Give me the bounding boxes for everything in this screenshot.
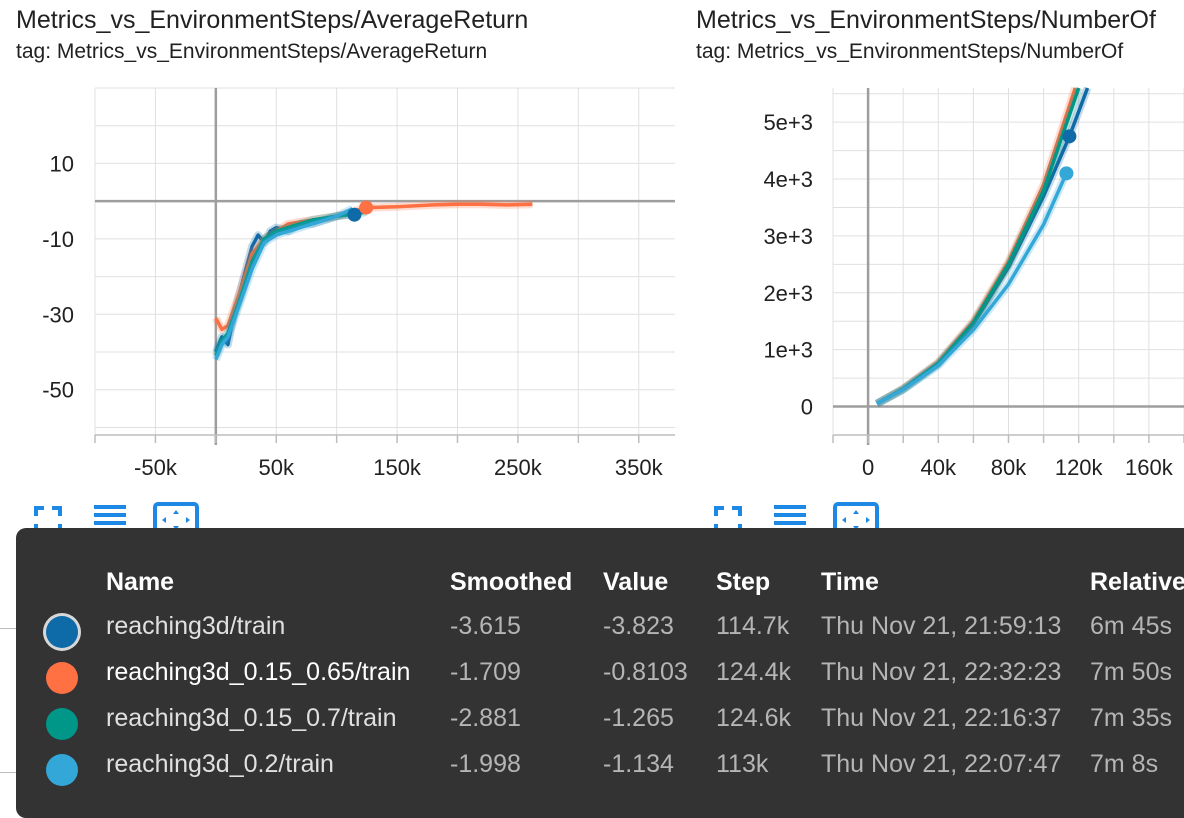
step-value: 113k <box>716 750 769 778</box>
y-tick-label: 1e+3 <box>763 338 813 363</box>
col-header-value: Value <box>603 568 669 596</box>
run-name: reaching3d/train <box>106 612 286 640</box>
col-header-relative: Relative <box>1090 568 1184 596</box>
x-tick-label: 150k <box>373 455 422 480</box>
run-color-swatch <box>46 662 78 694</box>
x-tick-label: 350k <box>615 455 664 480</box>
average-return-chart[interactable]: -50k 50k 150k 250k 350k 10 -10 -30 -50 <box>0 80 700 490</box>
y-tick-label: -30 <box>42 302 74 327</box>
chart-title: Metrics_vs_EnvironmentSteps/AverageRetur… <box>16 6 529 34</box>
chart-card-number-of: Metrics_vs_EnvironmentSteps/NumberOf tag… <box>696 0 1184 520</box>
y-tick-label: 3e+3 <box>763 224 813 249</box>
x-tick-label: 80k <box>991 455 1027 480</box>
fullscreen-icon[interactable] <box>708 500 748 540</box>
x-tick-label: 120k <box>1055 455 1104 480</box>
chart-tag: tag: Metrics_vs_EnvironmentSteps/NumberO… <box>696 40 1124 63</box>
series-point <box>1059 166 1074 181</box>
series-line <box>876 87 1081 406</box>
step-value: 124.6k <box>716 704 792 732</box>
time-value: Thu Nov 21, 22:16:37 <box>821 704 1062 732</box>
time-value: Thu Nov 21, 21:59:13 <box>821 612 1062 640</box>
run-name: reaching3d_0.2/train <box>106 750 334 778</box>
series-line <box>214 210 367 357</box>
x-tick-label: 40k <box>921 455 957 480</box>
y-tick-label: -10 <box>42 227 74 252</box>
relative-value: 7m 50s <box>1090 658 1172 686</box>
relative-value: 7m 35s <box>1090 704 1172 732</box>
y-tick-label: -50 <box>42 378 74 403</box>
number-of-chart[interactable]: 0 40k 80k 120k 160k 0 1e+3 2e+3 3e+3 4e+3 5e+3 <box>700 80 1184 490</box>
y-tick-label: 4e+3 <box>763 167 813 192</box>
series-line <box>876 87 1077 406</box>
run-color-swatch <box>46 616 78 648</box>
col-header-name: Name <box>106 568 175 596</box>
step-value: 124.4k <box>716 658 792 686</box>
smoothed-value: -1.709 <box>450 658 521 686</box>
x-tick-label: 0 <box>862 455 874 480</box>
series-line <box>214 202 533 332</box>
smoothed-value: -2.881 <box>450 704 521 732</box>
raw-value: -1.134 <box>603 750 674 778</box>
raw-value: -3.823 <box>603 612 674 640</box>
time-value: Thu Nov 21, 22:07:47 <box>821 750 1062 778</box>
fullscreen-icon[interactable] <box>28 500 68 540</box>
run-name: reaching3d_0.15_0.7/train <box>106 704 397 732</box>
series-point <box>347 207 362 222</box>
relative-value: 6m 45s <box>1090 612 1172 640</box>
series-line <box>214 207 354 361</box>
run-color-swatch <box>46 754 78 786</box>
chart-card-average-return: Metrics_vs_EnvironmentSteps/AverageRetur… <box>16 0 696 520</box>
series-band <box>212 200 533 334</box>
series-point <box>359 200 374 215</box>
table-row[interactable]: reaching3d_0.2/train -1.998 -1.134 113k … <box>16 750 1184 796</box>
series-line <box>876 172 1068 406</box>
relative-value: 7m 8s <box>1090 750 1159 778</box>
col-header-time: Time <box>821 568 879 596</box>
table-row[interactable]: reaching3d_0.15_0.65/train -1.709 -0.810… <box>16 658 1184 704</box>
raw-value: -1.265 <box>603 704 674 732</box>
run-name: reaching3d_0.15_0.65/train <box>106 658 411 686</box>
time-value: Thu Nov 21, 22:32:23 <box>821 658 1062 686</box>
chart-tag: tag: Metrics_vs_EnvironmentSteps/Average… <box>16 40 488 63</box>
x-tick-label: 250k <box>494 455 543 480</box>
series-band <box>874 86 1080 408</box>
table-row[interactable]: reaching3d/train -3.615 -3.823 114.7k Th… <box>16 612 1184 658</box>
divider <box>0 628 18 629</box>
table-row[interactable]: reaching3d_0.15_0.7/train -2.881 -1.265 … <box>16 704 1184 750</box>
col-header-smoothed: Smoothed <box>450 568 573 596</box>
y-tick-label: 0 <box>801 395 813 420</box>
x-tick-label: -50k <box>134 455 178 480</box>
x-tick-label: 50k <box>259 455 295 480</box>
step-value: 114.7k <box>716 612 790 640</box>
y-tick-label: 2e+3 <box>763 281 813 306</box>
series-point <box>1062 129 1077 144</box>
divider <box>0 772 18 773</box>
run-color-swatch <box>46 708 78 740</box>
smoothed-value: -1.998 <box>450 750 521 778</box>
tooltip-table: Name Smoothed Value Step Time Relative r… <box>16 528 1184 818</box>
x-tick-label: 160k <box>1125 455 1174 480</box>
series-band <box>874 86 1083 408</box>
smoothed-value: -3.615 <box>450 612 521 640</box>
y-tick-label: 5e+3 <box>763 110 813 135</box>
raw-value: -0.8103 <box>603 658 688 686</box>
col-header-step: Step <box>716 568 771 596</box>
y-tick-label: 10 <box>50 151 74 176</box>
chart-title: Metrics_vs_EnvironmentSteps/NumberOf <box>696 6 1156 34</box>
